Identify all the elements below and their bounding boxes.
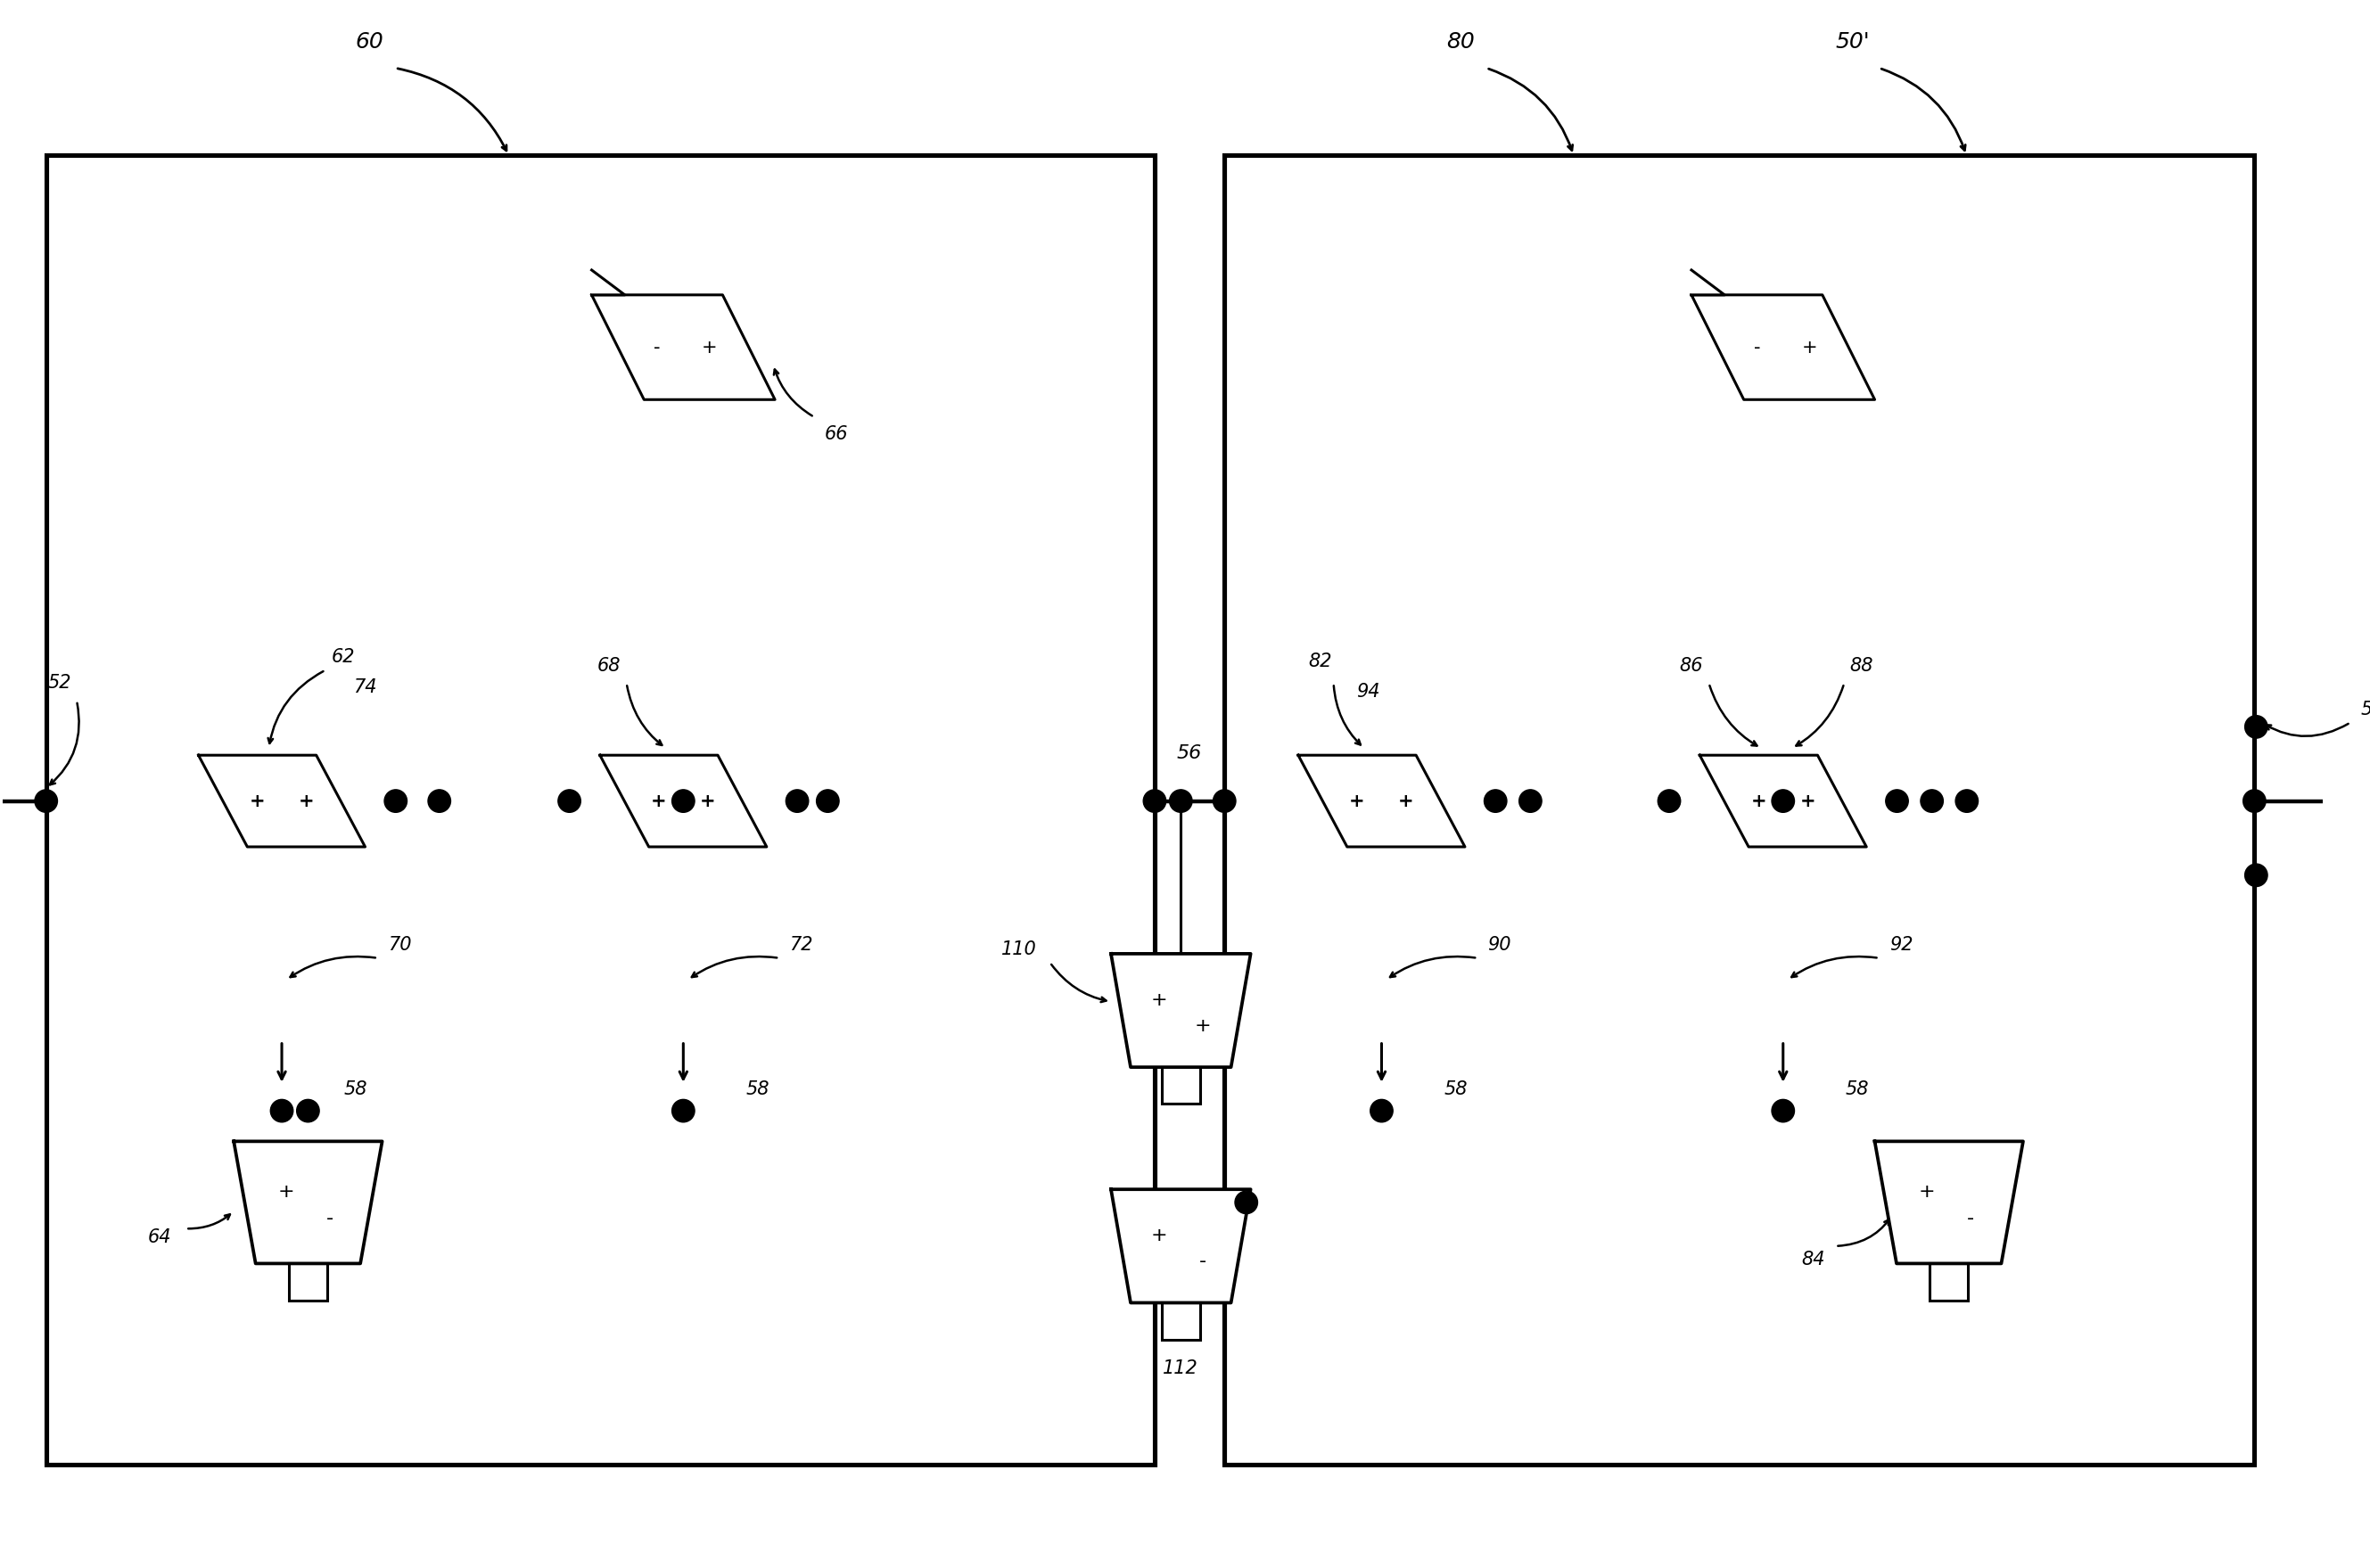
Text: 112: 112 [1164,1359,1199,1377]
Bar [1161,1068,1199,1104]
Circle shape [36,790,57,812]
Polygon shape [1692,295,1875,400]
Circle shape [1484,790,1507,812]
Circle shape [270,1099,294,1123]
Bar [1161,1303,1199,1339]
Text: -: - [327,1209,334,1228]
Circle shape [673,790,694,812]
Circle shape [1519,790,1543,812]
Text: +: + [299,792,315,811]
Polygon shape [1692,270,1725,295]
Text: 90: 90 [1488,936,1512,953]
Circle shape [1659,790,1680,812]
Circle shape [1370,1099,1394,1123]
Text: 68: 68 [597,657,621,674]
Circle shape [2244,864,2268,886]
Circle shape [1920,790,1943,812]
Circle shape [1168,790,1192,812]
Circle shape [296,1099,320,1123]
Text: -: - [1967,1209,1974,1228]
Circle shape [1773,1099,1794,1123]
Text: +: + [1152,991,1168,1008]
Text: 92: 92 [1889,936,1913,953]
Circle shape [557,790,581,812]
Text: +: + [1398,792,1415,811]
Text: +: + [1194,1018,1211,1035]
Text: +: + [699,792,716,811]
Circle shape [2244,715,2268,739]
Text: 82: 82 [1308,652,1332,670]
Circle shape [1773,790,1794,812]
Polygon shape [199,756,365,847]
Polygon shape [600,756,766,847]
Bar [45,155,1154,1465]
Bar [289,1264,327,1300]
Text: -: - [654,339,661,356]
Text: 94: 94 [1356,684,1379,701]
Text: 58: 58 [747,1080,770,1098]
Text: 66: 66 [825,425,848,444]
Polygon shape [592,295,775,400]
Polygon shape [1112,1190,1251,1303]
Text: 80: 80 [1446,31,1474,53]
Text: 50': 50' [1837,31,1870,53]
Polygon shape [1875,1142,2024,1264]
Text: 64: 64 [147,1228,171,1247]
Text: 56: 56 [1178,745,1202,762]
Circle shape [1235,1192,1258,1214]
Text: -: - [1199,1253,1206,1270]
Circle shape [815,790,839,812]
Polygon shape [235,1142,382,1264]
Text: 88: 88 [1851,657,1872,674]
Text: +: + [1920,1182,1936,1201]
Text: 58: 58 [344,1080,367,1098]
Bar [1929,1264,1967,1300]
Circle shape [1955,790,1979,812]
Text: +: + [1751,792,1766,811]
Text: 52: 52 [47,674,71,691]
Text: +: + [652,792,666,811]
Text: 58: 58 [1443,1080,1467,1098]
Text: +: + [1152,1226,1168,1245]
Text: 62: 62 [332,648,355,666]
Text: +: + [277,1182,294,1201]
Polygon shape [592,270,626,295]
Text: -: - [1754,339,1761,356]
Circle shape [1142,790,1166,812]
Circle shape [2242,790,2266,812]
Bar [1225,155,2254,1465]
Text: +: + [1349,792,1365,811]
Text: 70: 70 [389,936,412,953]
Circle shape [384,790,408,812]
Polygon shape [1112,953,1251,1068]
Text: 72: 72 [789,936,813,953]
Text: +: + [249,792,265,811]
Circle shape [673,1099,694,1123]
Text: 58: 58 [1846,1080,1870,1098]
Text: 86: 86 [1680,657,1704,674]
Text: 110: 110 [1003,941,1038,958]
Circle shape [1887,790,1908,812]
Circle shape [429,790,450,812]
Text: 60: 60 [355,31,384,53]
Text: +: + [1799,792,1815,811]
Circle shape [1213,790,1235,812]
Polygon shape [1299,756,1465,847]
Text: 74: 74 [353,679,377,696]
Text: +: + [702,339,718,356]
Text: +: + [1801,339,1818,356]
Text: 84: 84 [1801,1250,1825,1269]
Polygon shape [1699,756,1868,847]
Text: 54: 54 [2361,701,2370,718]
Circle shape [787,790,808,812]
